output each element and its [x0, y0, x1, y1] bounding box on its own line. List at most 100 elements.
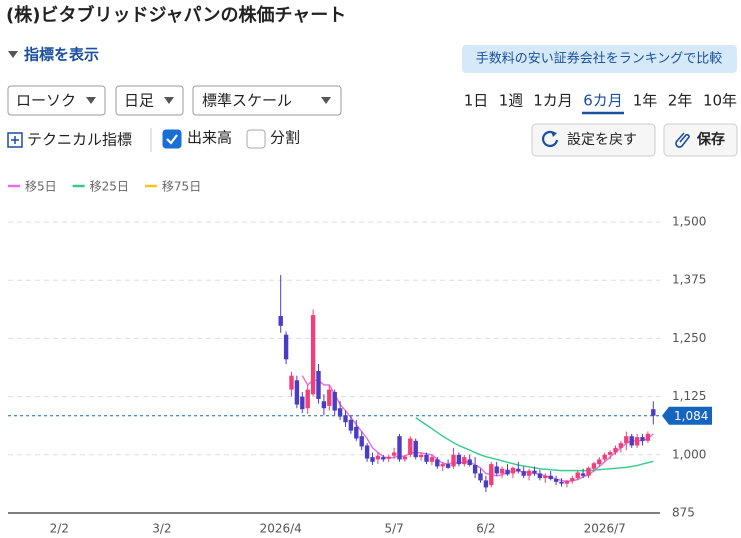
candle-body [289, 375, 294, 390]
candle-body [310, 315, 316, 395]
interval-label[interactable]: 日足 [124, 92, 154, 110]
reset-button[interactable] [531, 123, 656, 157]
candle-body [418, 454, 424, 458]
period-tab[interactable]: 10年 [703, 92, 737, 110]
last-price-label: 1,084 [674, 409, 708, 423]
candle-body [305, 389, 310, 409]
y-tick-label: 1,375 [672, 273, 706, 287]
split-label[interactable]: 分割 [270, 129, 300, 147]
candle-body [505, 469, 510, 475]
scale-select[interactable] [192, 85, 342, 116]
candle-body [370, 457, 375, 462]
last-price-tag [662, 406, 712, 425]
clip-icon [675, 132, 690, 148]
y-tick-label: 1,250 [672, 331, 706, 345]
candle-body [580, 473, 586, 476]
indicator-toggle[interactable]: 指標を表示 [8, 46, 99, 64]
chart-type-label[interactable]: ローソク [16, 92, 76, 110]
period-tab[interactable]: 1カ月 [533, 92, 573, 110]
toggle-arrow [8, 51, 18, 58]
candle-body [451, 454, 456, 467]
candle-body [397, 436, 402, 460]
candle-body [510, 467, 516, 474]
period-tab[interactable]: 6カ月 [583, 92, 623, 110]
save-button[interactable] [663, 123, 738, 157]
save-label[interactable]: 保存 [696, 131, 725, 148]
candle-body [424, 454, 429, 462]
candle-body [462, 457, 467, 465]
ranking-button[interactable] [462, 45, 737, 73]
check-mark [166, 134, 178, 145]
candle-body [613, 447, 618, 453]
candle-body [364, 445, 370, 459]
candle-body [526, 470, 532, 476]
candle-body [645, 433, 651, 441]
legend-label: 移25日 [90, 180, 129, 194]
chart-type-select[interactable] [7, 85, 106, 116]
period-tabs: 1日 1週 1カ月 6カ月 1年 2年 10年 [464, 92, 737, 115]
period-tab[interactable]: 1年 [633, 92, 658, 110]
interval-select[interactable] [115, 85, 184, 116]
ranking-button-label[interactable]: 手数料の安い証券会社をランキングで比較 [476, 51, 723, 67]
candle-body [494, 466, 499, 474]
candle-body [348, 419, 354, 431]
candle-body [440, 464, 445, 467]
legend-label: 移5日 [25, 180, 57, 194]
reset-label[interactable]: 設定を戻す [567, 132, 637, 148]
volume-label[interactable]: 出来高 [187, 129, 232, 147]
split-checkbox[interactable] [246, 129, 266, 149]
scale-label[interactable]: 標準スケール [202, 92, 292, 110]
candle-body [386, 456, 391, 459]
candle-body [586, 467, 591, 476]
period-tab[interactable]: 1週 [499, 92, 524, 110]
candle-body [278, 316, 283, 326]
candle-body [332, 391, 337, 411]
dropdown-arrow [164, 97, 174, 104]
period-tab[interactable]: 2年 [668, 92, 693, 110]
candle-body [343, 415, 348, 423]
y-tick-label: 1,000 [672, 447, 706, 461]
candle-body [597, 459, 602, 465]
candle-body [548, 475, 553, 480]
reset-icon-arrow [551, 131, 557, 137]
candle-body [521, 471, 526, 476]
period-tab[interactable]: 1日 [464, 92, 489, 110]
technical-indicators[interactable]: テクニカル指標 [27, 131, 132, 149]
dropdown-arrow [86, 97, 96, 104]
indicator-toggle-label[interactable]: 指標を表示 [24, 46, 99, 64]
candle-body [478, 473, 483, 481]
candle-body [640, 437, 645, 441]
candle-body [429, 457, 435, 462]
x-tick-label: 2026/7 [584, 522, 626, 536]
candle-body [321, 401, 327, 409]
legend-label: 移75日 [162, 180, 201, 194]
y-tick-label: 1,125 [672, 389, 706, 403]
candle-body [472, 465, 478, 474]
candle-body [602, 454, 607, 460]
candle-body [359, 436, 364, 447]
y-tick-label: 875 [672, 506, 695, 520]
x-tick-label: 5/7 [384, 522, 403, 536]
y-tick-label: 1,500 [672, 215, 706, 229]
candle-body [489, 464, 494, 486]
candle-body [575, 472, 580, 479]
x-tick-label: 6/2 [476, 522, 495, 536]
candle-body [618, 443, 624, 448]
candle-body [591, 463, 597, 469]
page-title: (株)ビタブリッドジャパンの株価チャート [6, 4, 346, 26]
candle-body [553, 479, 559, 482]
candle-body [354, 426, 359, 439]
candle-body [532, 470, 537, 474]
candle-body [483, 480, 489, 488]
candle-body [300, 396, 305, 410]
candle-body [316, 370, 321, 399]
candle-body [516, 468, 521, 472]
volume-checkbox[interactable] [162, 129, 182, 149]
candle-body [543, 475, 548, 479]
candle-body [499, 468, 505, 474]
candle-body [294, 380, 300, 405]
candle-body [629, 436, 634, 446]
candle-body [624, 436, 629, 444]
candle-body [445, 464, 451, 468]
